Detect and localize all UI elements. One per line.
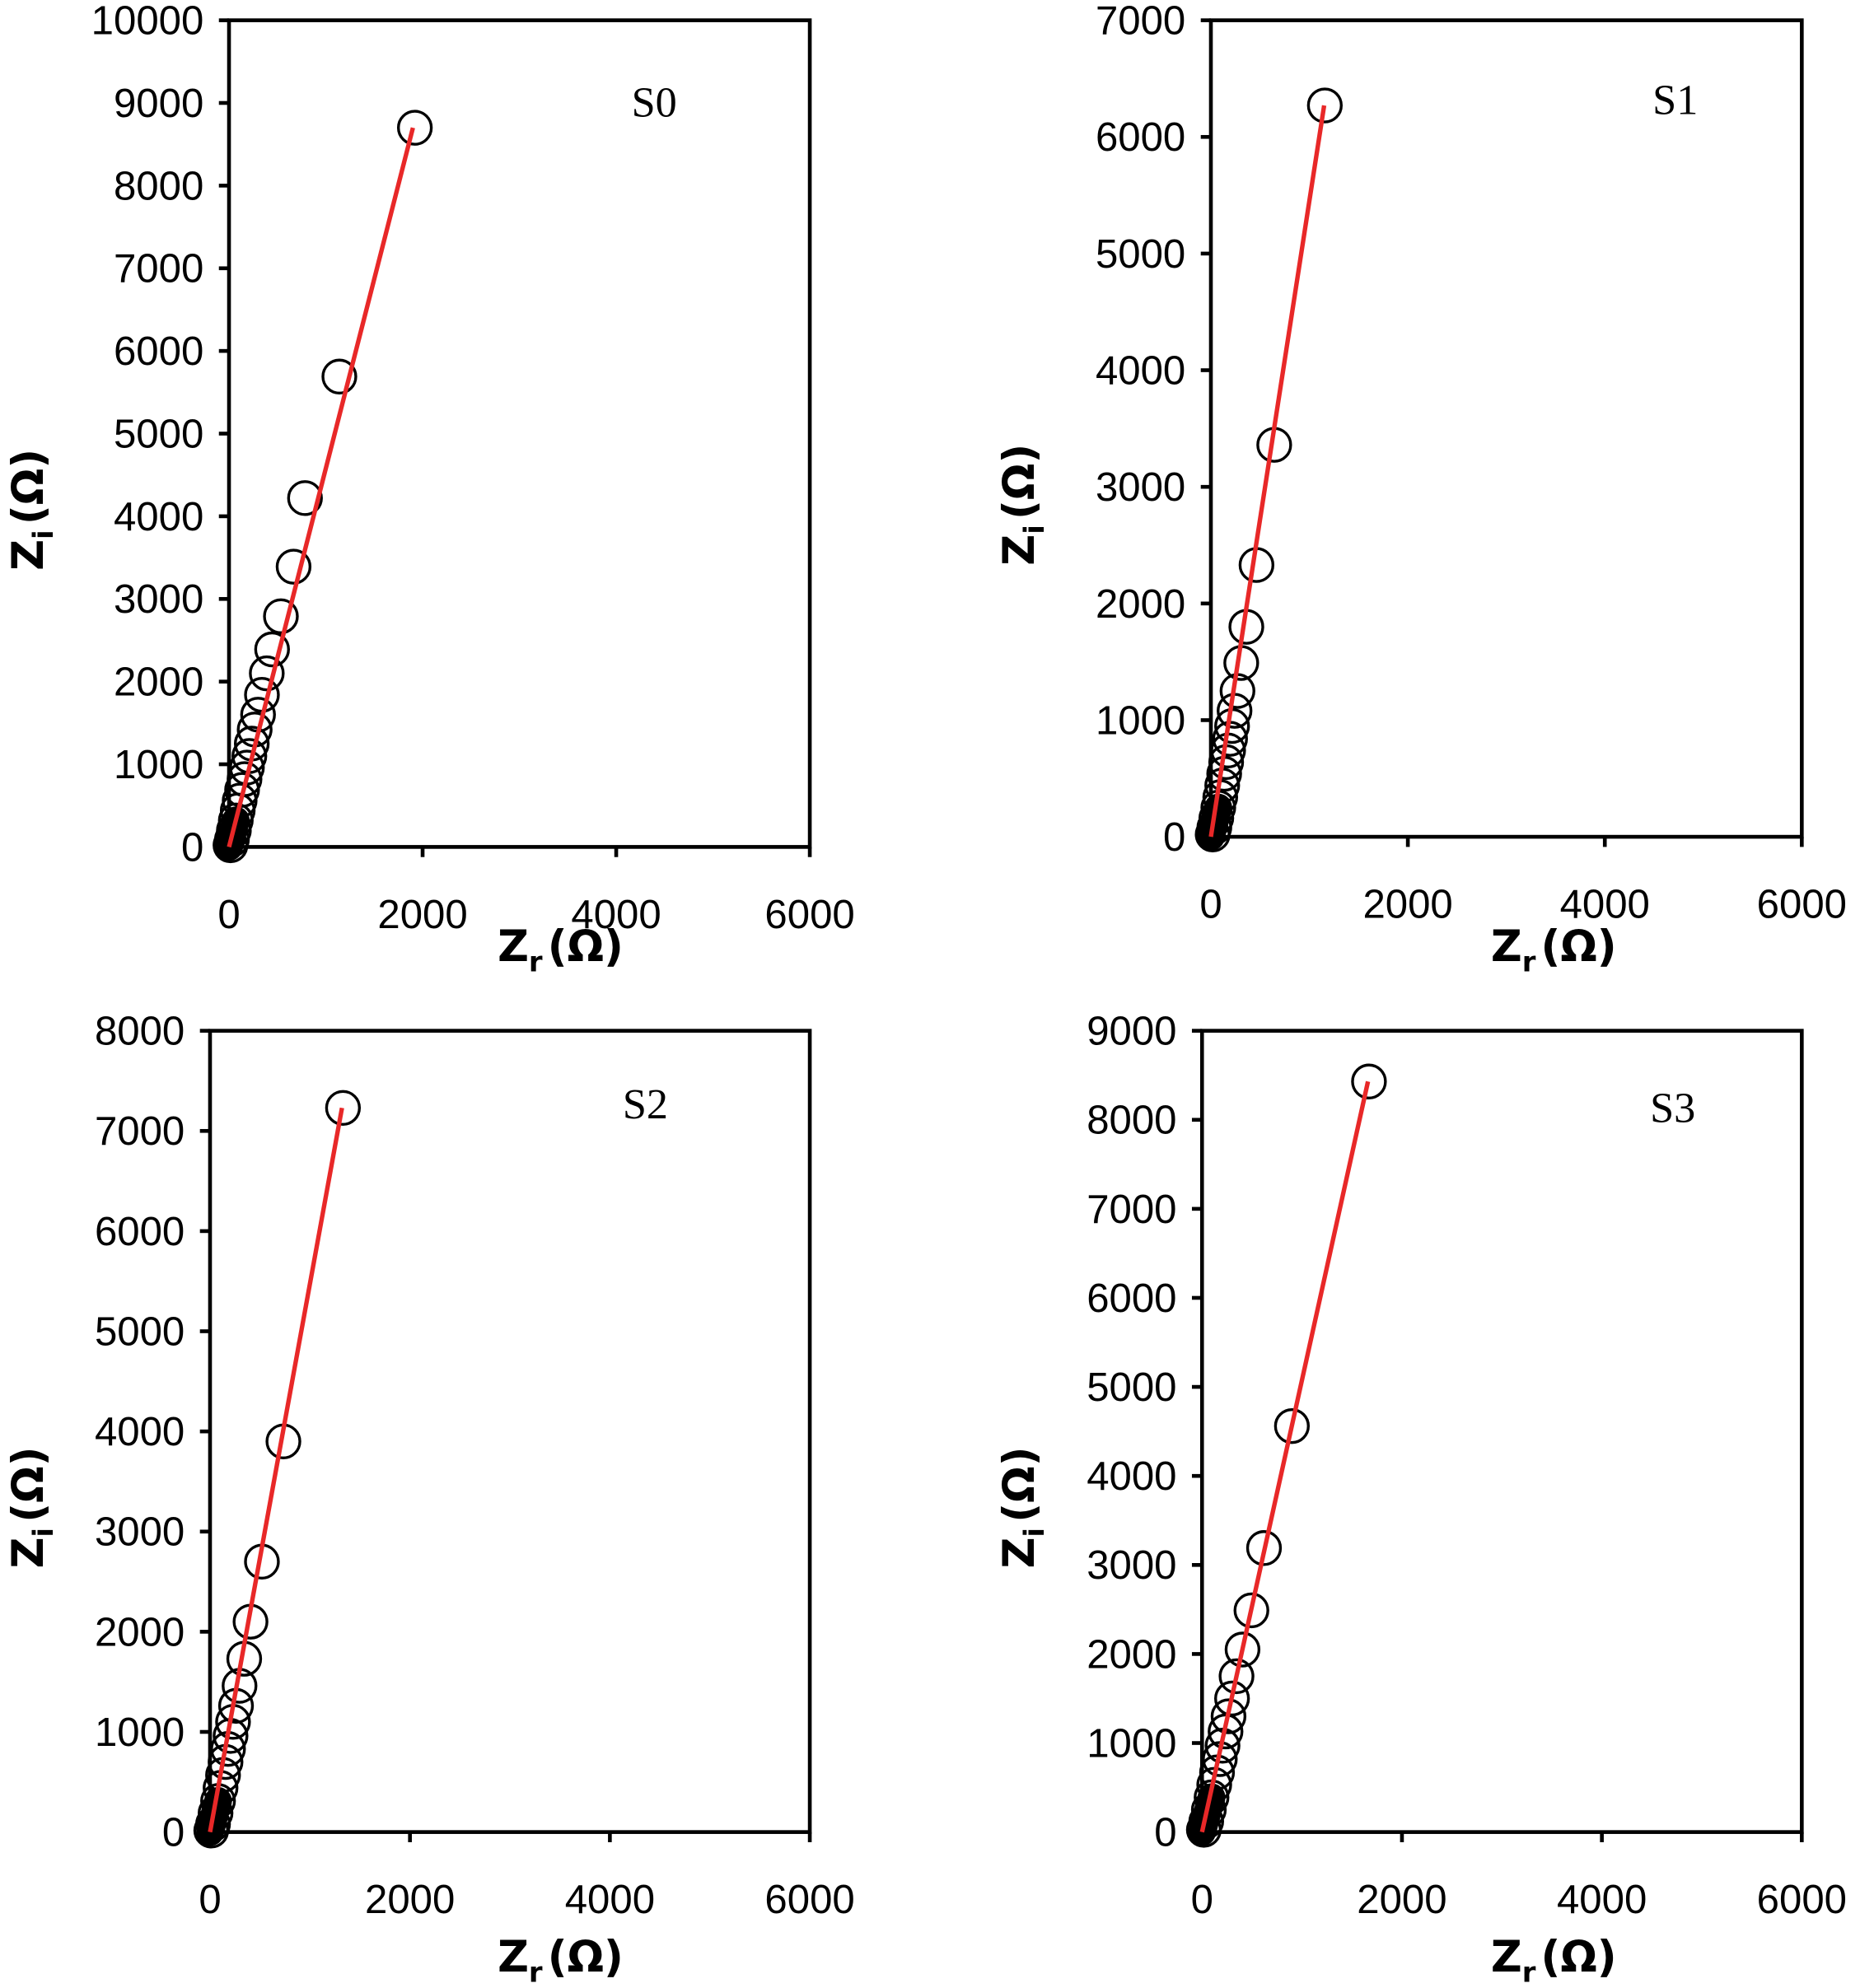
x-tick-label: 0 bbox=[1199, 882, 1222, 927]
data-point-marker bbox=[1208, 1713, 1244, 1750]
data-point-marker bbox=[287, 480, 323, 516]
x-axis-title: Zr (Ω) bbox=[1491, 1932, 1617, 1988]
x-tick-label: 4000 bbox=[1557, 1877, 1647, 1922]
x-tick-label: 4000 bbox=[565, 1877, 655, 1922]
y-tick-label: 5000 bbox=[1096, 231, 1185, 277]
y-tick-label: 7000 bbox=[1096, 0, 1185, 44]
y-tick-label: 7000 bbox=[1087, 1187, 1176, 1232]
data-point-marker bbox=[263, 598, 299, 635]
y-axis-title: Zi(Ω) bbox=[994, 444, 1050, 566]
linear-fit-line bbox=[1208, 105, 1327, 838]
y-tick-label: 2000 bbox=[1096, 581, 1185, 627]
x-tick-label: 2000 bbox=[377, 892, 467, 937]
x-tick-label: 0 bbox=[1191, 1877, 1213, 1922]
y-tick-label: 1000 bbox=[1087, 1720, 1176, 1766]
panel-s0: 0 1000 2000 3000 4000 5000 6000 7000 8000 9000 100… bbox=[3, 0, 854, 978]
y-tick-label: 6000 bbox=[1096, 114, 1185, 160]
y-tick-label: 9000 bbox=[1087, 1009, 1176, 1054]
y-tick-label: 8000 bbox=[95, 1009, 185, 1054]
y-tick-label: 7000 bbox=[95, 1108, 185, 1154]
data-point-marker bbox=[1351, 1063, 1387, 1099]
data-point-marker bbox=[1245, 1530, 1283, 1566]
y-axis-title: Zi(Ω) bbox=[3, 1446, 59, 1568]
data-point-marker bbox=[1233, 1592, 1269, 1629]
y-tick-label: 7000 bbox=[114, 246, 203, 292]
data-point-marker bbox=[396, 110, 433, 146]
x-tick-label: 0 bbox=[199, 1877, 221, 1922]
y-tick-label: 0 bbox=[1154, 1810, 1176, 1855]
y-tick-label: 2000 bbox=[114, 660, 203, 705]
x-tick-label: 6000 bbox=[764, 892, 854, 937]
data-point-marker bbox=[1210, 1698, 1247, 1734]
y-tick-label: 1000 bbox=[95, 1710, 185, 1755]
y-tick-label: 4000 bbox=[95, 1409, 185, 1454]
x-tick-label: 6000 bbox=[1757, 1877, 1847, 1922]
y-tick-label: 5000 bbox=[114, 411, 203, 456]
x-tick-label: 0 bbox=[217, 892, 240, 937]
y-tick-label: 9000 bbox=[114, 81, 203, 126]
y-tick-label: 3000 bbox=[1096, 464, 1185, 510]
y-tick-label: 4000 bbox=[1096, 348, 1185, 393]
x-axis-title: Zr (Ω) bbox=[498, 922, 624, 978]
y-tick-label: 0 bbox=[162, 1810, 185, 1855]
y-axis-title: Zi(Ω) bbox=[994, 1446, 1050, 1568]
panel-s1: 0 1000 2000 3000 4000 5000 6000 7000 0 2000 4000 60… bbox=[994, 0, 1847, 978]
y-tick-label: 5000 bbox=[1087, 1365, 1176, 1410]
plot-frame bbox=[1208, 18, 1804, 839]
panel-label: S1 bbox=[1652, 77, 1698, 124]
x-tick-label: 6000 bbox=[1757, 882, 1847, 927]
plot-frame bbox=[208, 1029, 812, 1834]
y-tick-label: 0 bbox=[181, 824, 203, 870]
y-tick-label: 8000 bbox=[1087, 1098, 1176, 1143]
x-tick-label: 4000 bbox=[1560, 882, 1650, 927]
y-tick-label: 2000 bbox=[1087, 1631, 1176, 1677]
y-tick-label: 1000 bbox=[1096, 698, 1185, 743]
y-tick-label: 6000 bbox=[114, 329, 203, 374]
x-tick-label: 2000 bbox=[1357, 1877, 1446, 1922]
x-axis-title: Zr (Ω) bbox=[498, 1932, 624, 1988]
data-point-marker bbox=[1218, 1658, 1255, 1695]
data-point-marker bbox=[275, 548, 312, 585]
y-tick-label: 0 bbox=[1163, 814, 1185, 860]
data-point-marker bbox=[325, 1090, 362, 1127]
y-tick-label: 6000 bbox=[1087, 1276, 1176, 1321]
y-tick-label: 2000 bbox=[95, 1609, 185, 1654]
panel-label: S2 bbox=[623, 1080, 668, 1128]
y-tick-label: 6000 bbox=[95, 1209, 185, 1254]
plot-frame bbox=[227, 18, 812, 849]
x-tick-label: 2000 bbox=[1362, 882, 1452, 927]
linear-fit-line bbox=[227, 127, 415, 848]
panel-s3: 0 1000 2000 3000 4000 5000 6000 7000 8000 9000 0 20… bbox=[994, 1009, 1847, 1988]
x-tick-label: 4000 bbox=[571, 892, 661, 937]
panel-label: S0 bbox=[632, 79, 677, 127]
plot-frame bbox=[1199, 1029, 1804, 1834]
panel-label: S3 bbox=[1650, 1084, 1695, 1132]
x-tick-label: 6000 bbox=[764, 1877, 854, 1922]
y-tick-label: 4000 bbox=[1087, 1454, 1176, 1499]
x-axis-title: Zr (Ω) bbox=[1491, 922, 1617, 978]
linear-fit-line bbox=[1199, 1080, 1371, 1833]
data-point-marker bbox=[1273, 1407, 1311, 1444]
panel-s2: 0 1000 2000 3000 4000 5000 6000 7000 8000 0 2000 40… bbox=[3, 1009, 854, 1988]
y-tick-label: 4000 bbox=[114, 494, 203, 539]
y-tick-label: 3000 bbox=[1087, 1542, 1176, 1588]
y-tick-label: 5000 bbox=[95, 1309, 185, 1354]
y-axis-title: Zi(Ω) bbox=[3, 449, 59, 571]
data-point-marker bbox=[254, 631, 290, 668]
data-point-marker bbox=[249, 655, 285, 692]
linear-fit-line bbox=[208, 1107, 344, 1833]
data-point-marker bbox=[1306, 87, 1343, 124]
y-tick-label: 10000 bbox=[91, 0, 204, 44]
x-tick-label: 2000 bbox=[365, 1877, 455, 1922]
y-tick-label: 3000 bbox=[95, 1510, 185, 1555]
data-point-marker bbox=[321, 358, 358, 394]
y-tick-label: 3000 bbox=[114, 576, 203, 622]
data-point-marker bbox=[1224, 1631, 1261, 1668]
y-tick-label: 8000 bbox=[114, 163, 203, 208]
y-tick-label: 1000 bbox=[114, 742, 203, 787]
